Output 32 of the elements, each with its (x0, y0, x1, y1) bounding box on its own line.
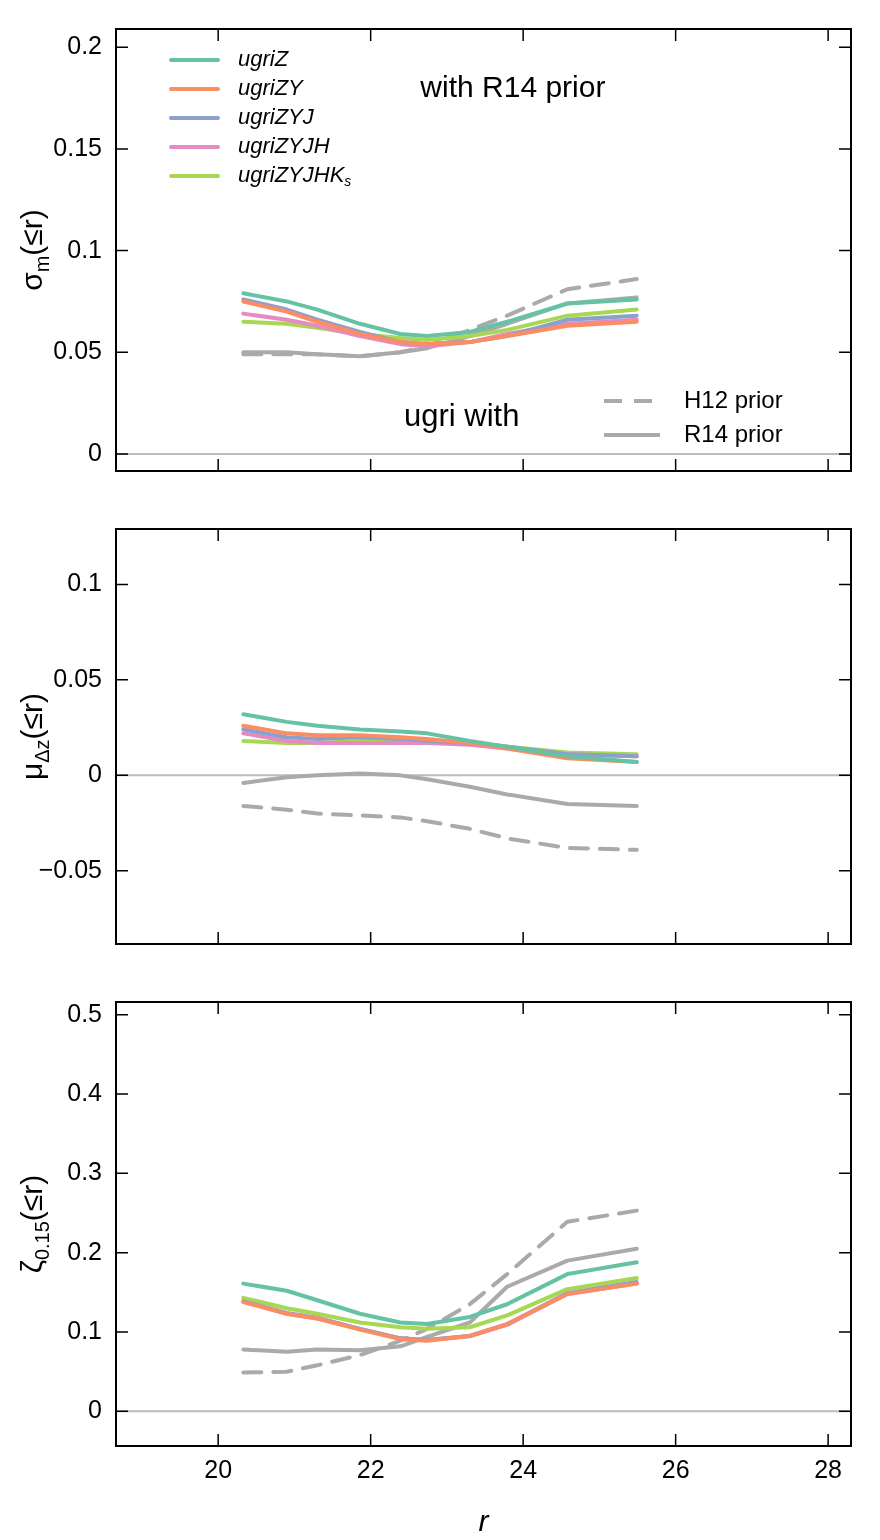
y-tick-label: −0.05 (38, 854, 102, 883)
x-tick-label: 28 (814, 1454, 843, 1483)
y-tick-label: 0.1 (67, 1315, 102, 1344)
legend-label: ugriZYJH (238, 133, 330, 159)
y-tick-label: 0.2 (67, 31, 102, 60)
y-tick-label: 0 (88, 437, 102, 466)
y-tick-label: 0.1 (67, 234, 102, 263)
x-axis-title: r (478, 1504, 490, 1538)
legend-label: R14 prior (684, 419, 783, 447)
x-tick-label: 20 (204, 1454, 233, 1483)
legend-title: ugri with (404, 397, 520, 433)
annotation: with R14 prior (419, 70, 606, 104)
legend-label: ugriZ (238, 46, 290, 72)
y-tick-label: 0 (88, 759, 102, 788)
y-tick-label: 0.05 (53, 336, 102, 365)
legend-label: H12 prior (684, 385, 783, 413)
y-tick-label: 0.15 (53, 132, 102, 161)
y-tick-label: 0.1 (67, 568, 102, 597)
y-axis-title: ζ0.15(≤r) (15, 1174, 53, 1274)
x-tick-label: 24 (509, 1454, 538, 1483)
x-tick-label: 26 (661, 1454, 690, 1483)
y-axis-title: σm(≤r) (15, 209, 53, 291)
x-tick-label: 22 (356, 1454, 385, 1483)
y-axis-title: μΔz(≤r) (15, 692, 53, 781)
y-tick-label: 0.3 (67, 1157, 102, 1186)
y-tick-label: 0.4 (67, 1077, 103, 1106)
legend-label: ugriZY (238, 75, 305, 101)
y-tick-label: 0.5 (67, 998, 102, 1027)
legend-label: ugriZYJ (238, 104, 315, 130)
y-tick-label: 0.2 (67, 1236, 102, 1265)
y-tick-label: 0 (88, 1395, 102, 1424)
y-tick-label: 0.05 (53, 663, 102, 692)
